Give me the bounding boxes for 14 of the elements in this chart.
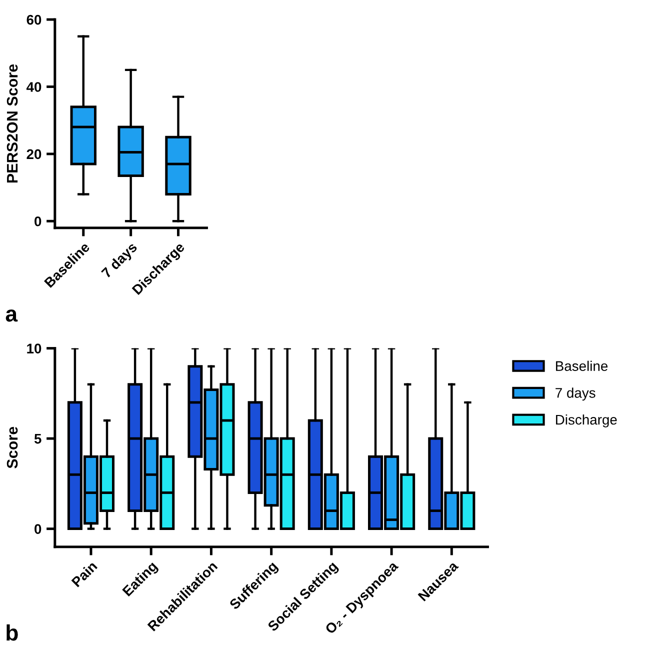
legend-label: 7 days [556, 388, 596, 401]
y-tick-label: 5 [34, 434, 42, 444]
legend-label: Discharge [556, 414, 617, 428]
legend-label: Baseline [556, 360, 608, 371]
y-tick-label: 20 [26, 149, 42, 160]
text: a [6, 310, 18, 322]
y-tick-label: 0 [34, 216, 42, 226]
y-tick-label: 0 [34, 524, 42, 534]
y-tick-label: 40 [26, 82, 42, 92]
y-axis-title: Score [6, 426, 18, 468]
text: b [6, 624, 18, 641]
y-tick-label: 60 [26, 14, 42, 25]
y-axis-title: PERS2ON Score [6, 64, 18, 183]
y-tick-label: 10 [27, 344, 42, 354]
